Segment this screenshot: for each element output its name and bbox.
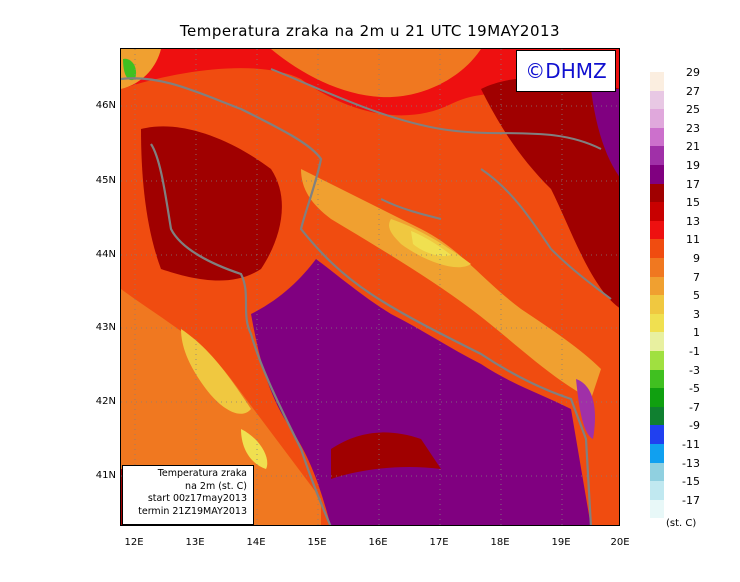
info-line-4: termin 21Z19MAY2013 (138, 505, 247, 517)
legend-label: -1 (689, 345, 700, 358)
legend-swatch (650, 406, 664, 426)
info-line-1: Temperatura zraka (157, 468, 247, 479)
legend-label: -3 (689, 363, 700, 377)
legend-swatch (650, 351, 664, 370)
legend-label: 15 (686, 196, 700, 210)
legend-label: 21 (686, 140, 700, 154)
legend-label: 23 (686, 121, 700, 135)
lon-label: 12E (124, 537, 144, 548)
temp-zone-21-albania (576, 379, 596, 439)
coastline-west (150, 143, 332, 525)
legend-label: -9 (689, 419, 700, 433)
legend-swatch (650, 220, 664, 240)
legend-label: -15 (682, 475, 700, 489)
info-line-2: na 2m (st. C) (185, 480, 247, 492)
graticule (121, 49, 619, 525)
temp-zone-3-italy (241, 429, 268, 469)
lat-label: 42N (95, 396, 116, 407)
lon-label: 15E (307, 537, 327, 548)
legend-swatch (650, 462, 664, 482)
temperature-map (120, 48, 620, 526)
legend-swatch (650, 72, 664, 91)
legend-label: 19 (686, 159, 700, 172)
temp-zone-minus3 (123, 58, 137, 81)
temp-zone-21-east (591, 89, 619, 177)
lon-label: 18E (490, 537, 510, 548)
temp-zone-9 (271, 49, 481, 98)
lat-label: 46N (95, 100, 116, 111)
lat-label: 43N (95, 322, 116, 333)
legend-swatch (650, 499, 664, 519)
temp-zone-17-gargano (331, 432, 441, 479)
legend-label: 17 (686, 177, 700, 191)
temp-zone-5-italy (181, 329, 251, 414)
legend-label: 27 (686, 84, 700, 98)
legend-swatch (650, 202, 664, 221)
lon-label: 16E (368, 537, 388, 548)
legend-swatch (650, 146, 664, 166)
legend-label: 29 (686, 66, 700, 79)
legend-swatch (650, 90, 664, 110)
lat-label: 44N (95, 249, 116, 260)
lon-label: 17E (429, 537, 449, 548)
legend-label: -13 (682, 456, 700, 470)
temp-zone-17-east (481, 77, 619, 308)
info-box: Temperatura zraka na 2m (st. C) start 00… (122, 465, 254, 525)
legend-label: 9 (693, 252, 700, 265)
lon-label: 14E (246, 537, 266, 548)
legend-swatch (650, 276, 664, 296)
lon-label: 20E (610, 537, 630, 548)
temp-zone-17-adriatic (141, 126, 282, 281)
legend-swatch (650, 239, 664, 259)
legend-swatch (650, 165, 664, 184)
legend-label: 3 (693, 307, 700, 321)
lat-label: 45N (95, 175, 116, 186)
legend-swatch (650, 388, 664, 407)
legend-swatch (650, 369, 664, 389)
legend-swatch (650, 425, 664, 445)
coastline-east (121, 77, 592, 525)
temp-zone-7-band (301, 169, 601, 399)
legend-unit: (st. C) (666, 518, 697, 529)
legend-swatch (650, 444, 664, 463)
legend-label: -17 (682, 493, 700, 507)
lat-label: 41N (95, 470, 116, 481)
legend-label: 25 (686, 103, 700, 117)
temp-zone-3 (411, 231, 451, 257)
legend-label: -11 (682, 438, 700, 451)
dhmz-logo: ©DHMZ (516, 50, 616, 92)
legend-swatch (650, 313, 664, 333)
legend-swatch (650, 127, 664, 147)
legend-label: 1 (693, 326, 700, 340)
legend-label: 7 (693, 270, 700, 284)
lon-label: 13E (185, 537, 205, 548)
legend-label: -5 (689, 382, 700, 396)
borders (270, 68, 612, 300)
legend-label: 13 (686, 214, 700, 228)
lon-label: 19E (551, 537, 571, 548)
legend-label: 11 (686, 233, 700, 247)
legend-label: 5 (693, 289, 700, 303)
legend-swatch (650, 109, 664, 128)
map-title: Temperatura zraka na 2m u 21 UTC 19MAY20… (179, 22, 561, 40)
legend-swatch (650, 295, 664, 314)
legend-swatch (650, 258, 664, 277)
legend-swatch (650, 332, 664, 352)
legend-swatch (650, 183, 664, 203)
legend-swatch (650, 481, 664, 500)
info-line-3: start 00z17may2013 (147, 493, 247, 504)
legend-label: -7 (689, 400, 700, 414)
